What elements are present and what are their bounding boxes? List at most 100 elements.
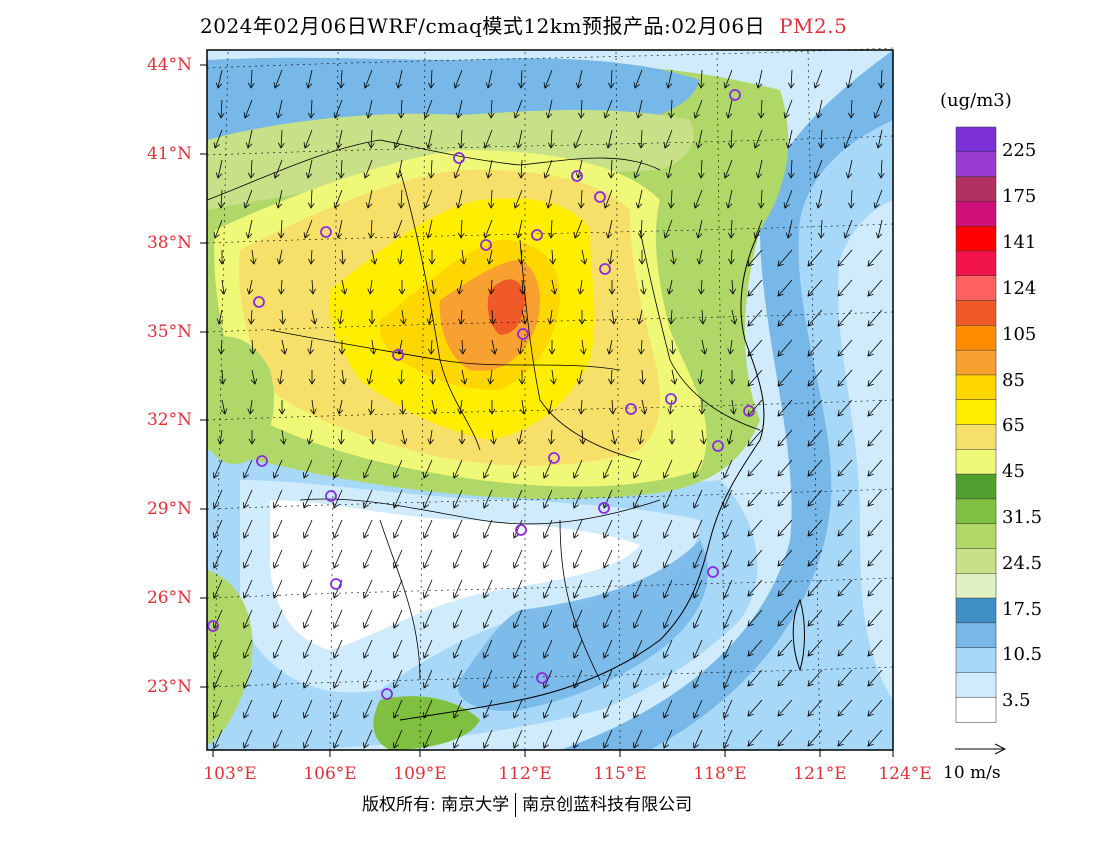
wind-arrow-head [730, 318, 738, 325]
wind-arrow-shaft [340, 429, 343, 445]
wind-arrow-shaft [491, 339, 496, 355]
wind-arrow-shaft [280, 129, 283, 149]
wind-arrow-shaft [724, 159, 733, 179]
wind-arrow-shaft [693, 699, 703, 719]
wind-arrow-head [483, 142, 490, 149]
wind-arrow-shaft [641, 399, 646, 415]
wind-arrow-head [512, 562, 520, 569]
wind-arrow-head [242, 592, 250, 599]
wind-arrow-shaft [513, 669, 523, 689]
legend-unit: (ug/m3) [940, 90, 1012, 111]
wind-arrow-shaft [213, 579, 223, 599]
wind-arrow-shaft [777, 399, 793, 417]
wind-arrow-shaft [303, 639, 313, 659]
wind-arrow-head [783, 202, 790, 209]
wind-arrow-head [607, 82, 615, 89]
wind-arrow-shaft [693, 729, 703, 749]
wind-arrow-head [867, 410, 874, 417]
wind-arrow-head [513, 112, 520, 119]
wind-arrow-shaft [807, 669, 823, 687]
wind-arrow-head [212, 712, 220, 719]
wind-arrow-shaft [747, 579, 763, 597]
wind-arrow-head [632, 742, 640, 749]
wind-arrow-shaft [580, 99, 583, 119]
wind-arrow-head [807, 440, 814, 447]
wind-arrow-shaft [603, 459, 613, 479]
wind-arrow-head [867, 560, 874, 567]
wind-arrow-head [427, 172, 435, 179]
wind-arrow-shaft [578, 369, 583, 385]
wind-arrow-shaft [453, 519, 463, 539]
legend-label: 105 [1002, 324, 1037, 345]
wind-arrow-head [572, 712, 580, 719]
wind-arrow-shaft [423, 459, 433, 479]
wind-arrow-head [815, 112, 823, 119]
wind-arrow-head [867, 620, 874, 627]
wind-arrow-shaft [723, 699, 733, 719]
wind-arrow-head [217, 112, 225, 119]
wind-arrow-head [692, 682, 700, 689]
wind-arrow-shaft [430, 69, 433, 89]
wind-arrow-head [813, 172, 820, 179]
wind-arrow-shaft [693, 639, 703, 659]
wind-arrow-shaft [790, 69, 793, 89]
wind-arrow-head [277, 142, 285, 149]
wind-arrow-head [605, 232, 613, 239]
copyright-owner-2: 南京创蓝科技有限公司 [522, 795, 693, 815]
wind-arrow-shaft [513, 609, 523, 629]
wind-arrow-head [486, 258, 494, 265]
wind-arrow-shaft [610, 159, 613, 179]
wind-arrow-head [573, 232, 580, 239]
wind-arrow-shaft [723, 549, 733, 569]
wind-arrow-shaft [663, 579, 673, 599]
colorbar-swatch [955, 275, 997, 302]
wind-arrow-shaft [393, 519, 403, 539]
wind-arrow-shaft [604, 189, 613, 209]
wind-arrow-shaft [310, 99, 313, 119]
wind-arrow-head [602, 712, 610, 719]
wind-arrow-shaft [877, 219, 883, 239]
wind-arrow-shaft [334, 99, 343, 119]
wind-arrow-shaft [610, 369, 613, 385]
wind-arrow-head [332, 712, 340, 719]
wind-arrow-shaft [393, 639, 403, 659]
wind-arrow-head [665, 172, 673, 179]
wind-arrow-head [572, 682, 580, 689]
wind-arrow-head [807, 320, 814, 327]
wind-arrow-shaft [303, 729, 313, 749]
wind-arrow-head [639, 378, 646, 385]
wind-arrow-shaft [850, 99, 853, 119]
wind-arrow-head [217, 202, 225, 209]
wind-arrow-head [400, 438, 408, 445]
wind-arrow-shaft [608, 339, 613, 355]
wind-arrow-shaft [514, 99, 523, 119]
colorbar-swatch [955, 374, 997, 401]
wind-arrow-head [333, 112, 340, 119]
wind-arrow-head [242, 742, 250, 749]
wind-arrow-head [212, 472, 220, 479]
wind-arrow-shaft [430, 159, 433, 179]
wind-arrow-head [747, 650, 754, 657]
wind-arrow-shaft [757, 159, 763, 179]
wind-arrow-shaft [249, 399, 253, 415]
wind-arrow-head [249, 348, 256, 355]
wind-arrow-shaft [364, 69, 373, 89]
wind-arrow-shaft [363, 609, 373, 629]
wind-arrow-head [482, 472, 490, 479]
wind-arrow-head [273, 82, 280, 89]
wind-arrow-head [747, 440, 754, 447]
wind-arrow-head [727, 142, 735, 149]
wind-arrow-head [456, 288, 464, 295]
wind-arrow-head [693, 112, 700, 119]
wind-arrow-shaft [274, 69, 283, 89]
station-marker [320, 226, 332, 238]
wind-arrow-head [336, 408, 344, 415]
wind-arrow-head [726, 438, 734, 445]
wind-arrow-shaft [243, 639, 253, 659]
wind-arrow-shaft [401, 399, 404, 415]
wind-arrow-head [807, 740, 814, 747]
wind-arrow-head [548, 348, 556, 355]
wind-arrow-head [218, 258, 226, 265]
wind-arrow-shaft [757, 69, 763, 89]
colorbar-swatch [955, 597, 997, 624]
